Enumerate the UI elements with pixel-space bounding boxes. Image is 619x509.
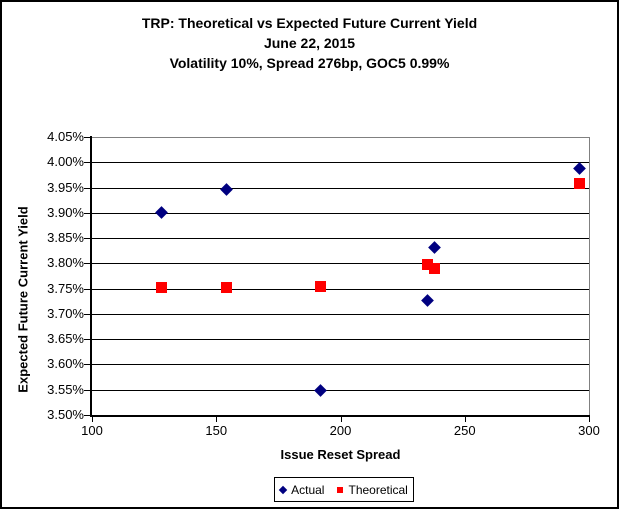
- gridline: [92, 339, 589, 341]
- data-point-theoretical: [156, 282, 168, 294]
- gridline: [92, 162, 589, 164]
- y-tick-label: 4.05%: [47, 129, 84, 144]
- legend-label-theoretical: Theoretical: [348, 482, 408, 497]
- y-tick-mark: [84, 288, 90, 290]
- legend-item-actual: Actual: [278, 482, 325, 497]
- x-axis-line: [90, 415, 590, 417]
- chart-subtitle-params: Volatility 10%, Spread 276bp, GOC5 0.99%: [169, 55, 450, 71]
- y-tick-mark: [84, 339, 90, 341]
- plot-top-border: [92, 137, 590, 138]
- y-tick-label: 3.95%: [47, 179, 84, 195]
- y-tick-label: 3.65%: [47, 331, 84, 347]
- x-tick-label: 250: [453, 423, 476, 438]
- x-tick-label: 100: [81, 423, 103, 438]
- plot-right-border: [589, 137, 590, 415]
- y-tick-label: 3.80%: [47, 255, 84, 271]
- data-point-actual: [219, 182, 233, 196]
- gridline: [92, 313, 589, 315]
- y-tick-mark: [84, 389, 90, 391]
- data-point-actual: [421, 293, 434, 307]
- data-point-theoretical: [429, 262, 441, 274]
- y-axis-line: [90, 136, 92, 417]
- chart-subtitle-date: June 22, 2015: [263, 35, 356, 51]
- x-tick-label: 200: [329, 423, 352, 438]
- y-tick-label: 3.70%: [47, 305, 84, 321]
- y-axis-title: Expected Future Current Yield: [15, 206, 31, 393]
- legend-label-actual: Actual: [291, 482, 325, 497]
- legend: Actual Theoretical: [274, 477, 414, 502]
- x-tick-label: 300: [578, 423, 600, 438]
- y-tick-label: 3.90%: [47, 204, 84, 220]
- gridline: [92, 263, 589, 265]
- x-tick-mark: [589, 417, 590, 422]
- chart-title-block: TRP: Theoretical vs Expected Future Curr…: [2, 13, 617, 73]
- y-tick-label: 3.85%: [47, 230, 84, 246]
- gridline: [92, 238, 589, 240]
- y-tick-mark: [84, 263, 90, 265]
- y-tick-label: 3.55%: [47, 381, 84, 397]
- gridline: [92, 364, 589, 366]
- x-tick-label: 150: [205, 423, 228, 438]
- y-tick-mark: [84, 162, 90, 164]
- y-tick-label: 4.00%: [47, 154, 84, 170]
- diamond-marker-icon: [278, 485, 288, 494]
- data-point-actual: [572, 161, 586, 175]
- y-tick-mark: [84, 415, 90, 416]
- y-tick-label: 3.50%: [47, 407, 84, 422]
- y-tick-label: 3.75%: [47, 280, 84, 296]
- data-point-actual: [428, 241, 442, 255]
- data-point-actual: [155, 206, 168, 220]
- chart-title: TRP: Theoretical vs Expected Future Curr…: [141, 15, 478, 31]
- square-marker-icon: [337, 486, 344, 493]
- y-tick-label: 3.60%: [47, 356, 84, 372]
- y-tick-mark: [84, 364, 90, 366]
- data-point-theoretical: [315, 280, 327, 292]
- y-tick-mark: [84, 313, 90, 315]
- gridline: [92, 212, 589, 214]
- legend-item-theoretical: Theoretical: [337, 482, 408, 497]
- y-tick-mark: [84, 212, 90, 214]
- y-tick-mark: [84, 187, 90, 189]
- data-point-theoretical: [220, 282, 232, 294]
- gridline: [92, 187, 589, 189]
- x-tick-mark: [464, 417, 466, 422]
- data-point-actual: [314, 383, 327, 397]
- x-tick-mark: [340, 417, 342, 422]
- gridline: [92, 288, 589, 290]
- y-tick-mark: [84, 238, 90, 240]
- data-point-theoretical: [573, 178, 585, 189]
- x-tick-mark: [92, 417, 93, 422]
- x-tick-mark: [216, 417, 218, 422]
- gridline: [92, 389, 589, 391]
- data-point-theoretical: [421, 259, 433, 271]
- x-axis-title: Issue Reset Spread: [280, 447, 401, 462]
- y-tick-mark: [84, 137, 90, 138]
